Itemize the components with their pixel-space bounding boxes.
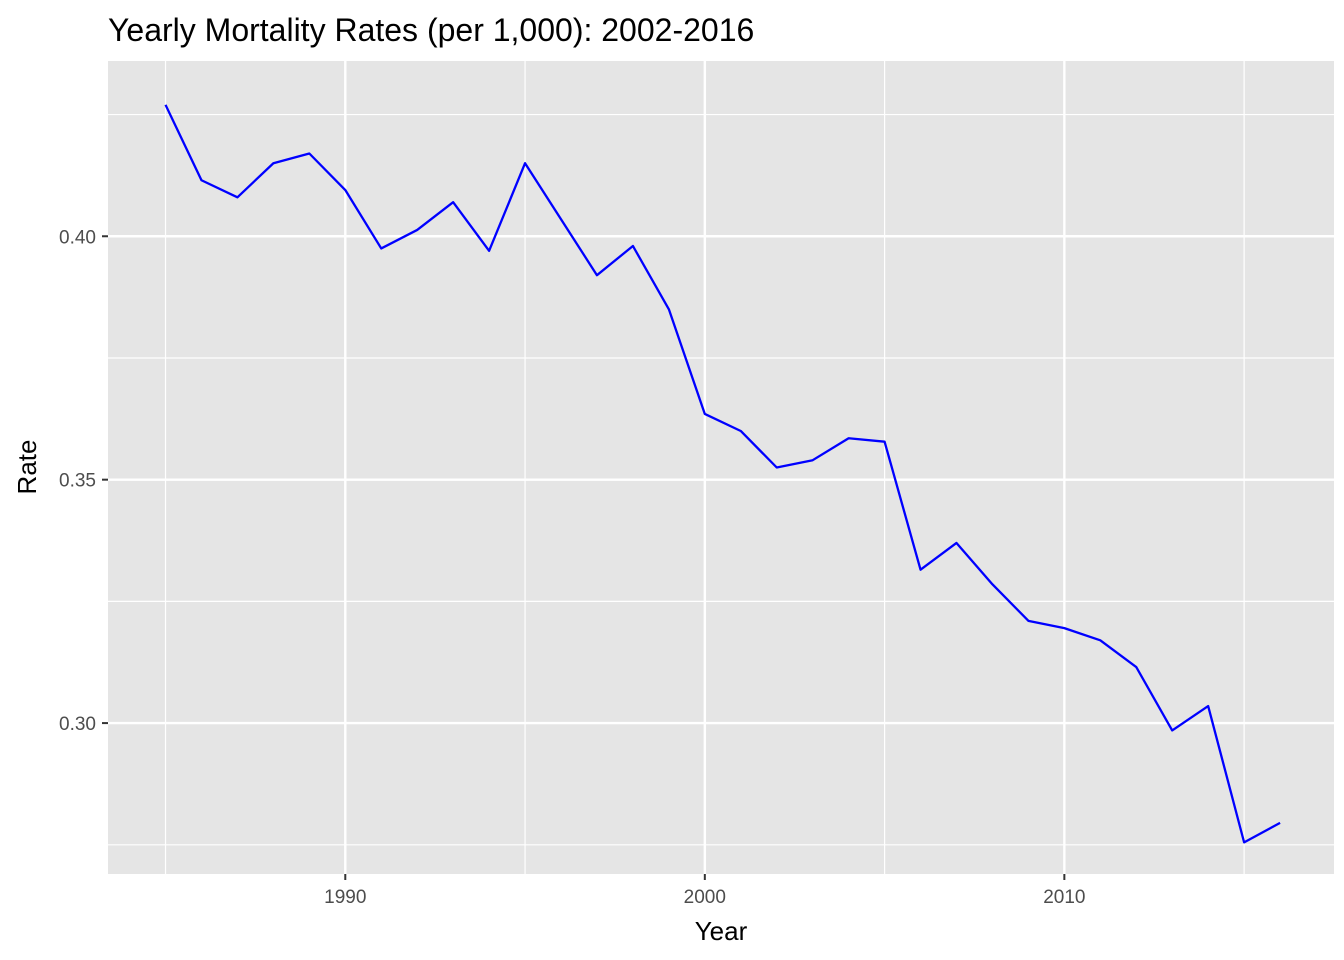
x-tick-label: 2010: [1043, 887, 1085, 908]
y-tick-label: 0.35: [59, 471, 96, 492]
y-axis-title: Rate: [12, 440, 42, 495]
x-tick-label: 1990: [324, 887, 366, 908]
chart-title: Yearly Mortality Rates (per 1,000): 2002…: [108, 12, 754, 48]
series-line: [164, 104, 1281, 844]
y-tick-label: 0.30: [59, 714, 96, 735]
minor-gridlines: [108, 61, 1334, 874]
x-tick-label: 2000: [684, 887, 726, 908]
y-axis: 0.30 0.35 0.40: [59, 227, 108, 735]
y-tick-label: 0.40: [59, 227, 96, 248]
x-axis-title: Year: [695, 916, 748, 946]
plot-panel: [108, 61, 1334, 874]
major-gridlines: [108, 61, 1334, 874]
x-axis: 1990 2000 2010: [324, 874, 1085, 908]
